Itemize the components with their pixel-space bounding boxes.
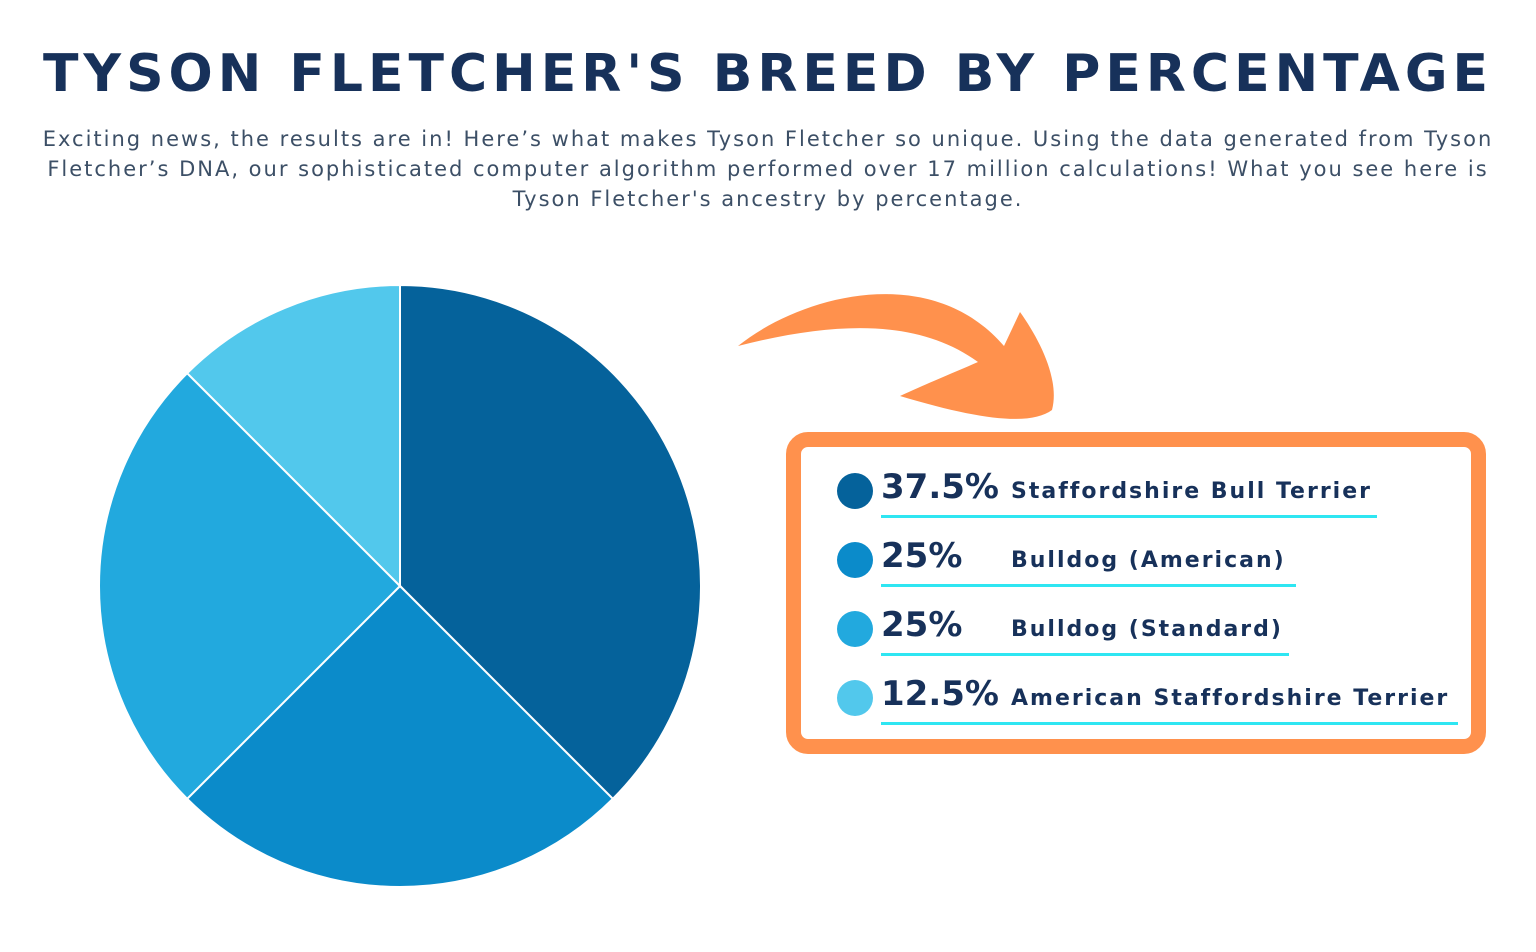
- legend-percentage: 12.5%: [881, 674, 999, 714]
- curved-arrow-icon: [738, 294, 1054, 419]
- pie-slice-staffordshire-bull-terrier: [399, 283, 702, 801]
- legend-percentage: 25%: [881, 605, 963, 645]
- legend-box: 37.5% Staffordshire Bull Terrier 25% Bul…: [786, 432, 1486, 754]
- pie-slice-bulldog-american: [185, 584, 615, 888]
- pie-slices: [98, 283, 702, 888]
- legend-dot: [837, 611, 873, 647]
- legend-dot: [837, 473, 873, 509]
- pie-slice-bulldog-standard: [98, 371, 402, 801]
- legend-underline: [881, 653, 1289, 656]
- legend-percentage: 37.5%: [881, 467, 999, 507]
- legend-breed-name: Staffordshire Bull Terrier: [1011, 479, 1372, 504]
- legend-dot: [837, 680, 873, 716]
- legend-breed-name: Bulldog (American): [1011, 548, 1286, 573]
- page-title: TYSON FLETCHER'S BREED BY PERCENTAGE: [42, 44, 1494, 104]
- page-subtitle: Exciting news, the results are in! Here’…: [42, 127, 1494, 211]
- legend-underline: [881, 722, 1458, 725]
- pie-slice-american-staffordshire-terrier: [185, 283, 401, 589]
- legend-percentage: 25%: [881, 536, 963, 576]
- legend-underline: [881, 515, 1377, 518]
- legend-breed-name: Bulldog (Standard): [1011, 617, 1283, 642]
- legend-underline: [881, 584, 1296, 587]
- legend-breed-name: American Staffordshire Terrier: [1011, 686, 1450, 711]
- legend-dot: [837, 542, 873, 578]
